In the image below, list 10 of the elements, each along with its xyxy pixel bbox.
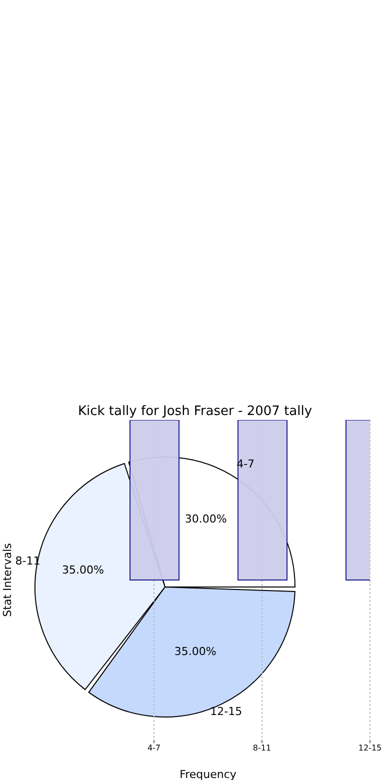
data-label: 30.00% <box>184 512 227 526</box>
y-axis-title: Stat Intervals <box>0 542 14 617</box>
data-label: 35.00% <box>62 563 104 576</box>
x-tick-label: 8-11 <box>252 744 272 753</box>
chart-title: Kick tally for Josh Fraser - 2007 tally <box>76 404 314 419</box>
data-label: 35.00% <box>174 645 216 658</box>
slice-label: 12-15 <box>210 705 242 718</box>
x-axis-title: Frequency <box>180 768 237 780</box>
x-tick-label: 4-7 <box>147 744 161 753</box>
x-tick-label: 12-15 <box>358 744 382 753</box>
